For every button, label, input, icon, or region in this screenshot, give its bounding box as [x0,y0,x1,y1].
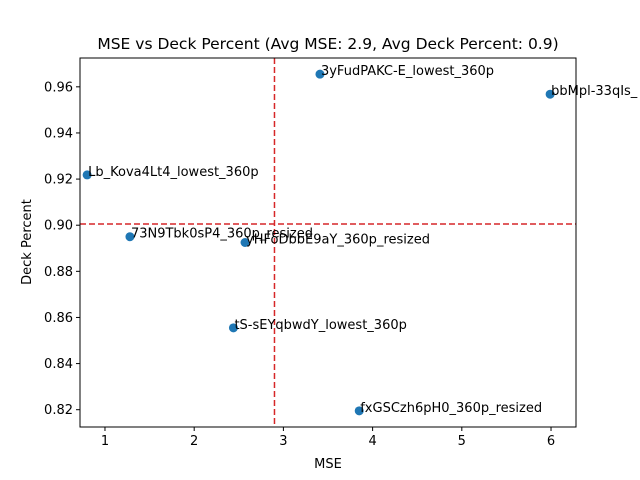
chart-title: MSE vs Deck Percent (Avg MSE: 2.9, Avg D… [97,35,558,53]
x-tick-label: 5 [458,434,466,449]
data-point [82,170,92,180]
data-point-label: yHFoDbbE9aY_360p_resized [246,233,430,248]
y-tick-label: 0.94 [44,126,73,141]
x-axis-label: MSE [314,457,342,472]
y-tick-label: 0.92 [44,173,73,188]
y-tick-label: 0.82 [44,403,73,418]
data-point-label: 3yFudPAKC-E_lowest_360p [321,64,494,79]
y-tick-label: 0.84 [44,357,73,372]
plot-frame [79,57,577,428]
data-point [228,323,238,333]
data-point [354,406,364,416]
x-tick-label: 6 [547,434,555,449]
data-point [125,232,135,242]
data-point [545,89,555,99]
data-point-label: fxGSCzh6pH0_360p_resized [360,401,542,416]
data-point-label: 73N9Tbk0sP4_360p_resized [131,227,313,242]
y-tick-label: 0.88 [44,265,73,280]
plot-area [80,58,576,427]
x-tick-label: 2 [190,434,198,449]
x-tick-label: 3 [279,434,287,449]
y-tick-label: 0.90 [44,219,73,234]
data-point-label: Lb_Kova4Lt4_lowest_360p [88,165,259,180]
data-point [240,238,250,247]
y-axis-label: Deck Percent [20,199,35,285]
data-point-label: tS-sEYqbwdY_lowest_360p [234,318,406,333]
data-point-label: bbMpl-33qIs_ [551,84,638,99]
x-tick-label: 4 [368,434,376,449]
data-point [315,69,325,79]
y-tick-label: 0.86 [44,311,73,326]
x-tick-label: 1 [101,434,109,449]
y-tick-label: 0.96 [44,80,73,95]
